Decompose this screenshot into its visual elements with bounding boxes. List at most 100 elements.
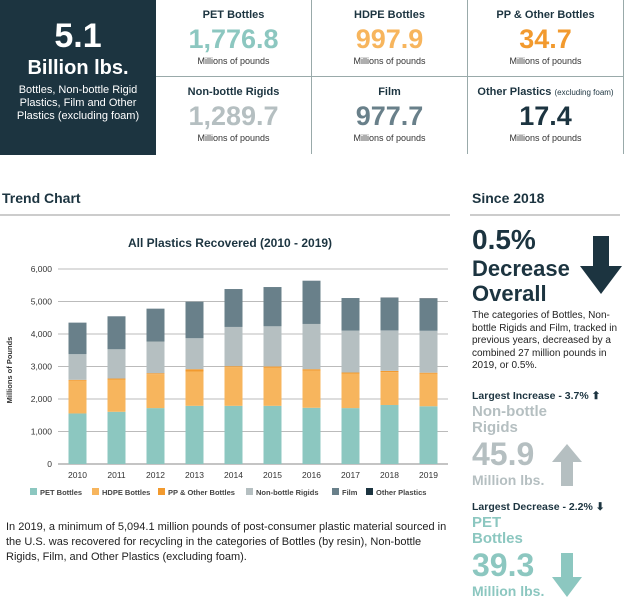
legend-label: Film — [342, 488, 358, 497]
increase-value: 45.9 — [472, 436, 535, 472]
bar-segment — [224, 405, 243, 464]
stacked-bar-chart: All Plastics Recovered (2010 - 2019) 0 1,0… — [5, 236, 448, 497]
summary-text: In 2019, a minimum of 5,094.1 million po… — [6, 521, 447, 563]
bar-segment — [380, 297, 399, 331]
small-up-arrow-icon: ⬆ — [591, 390, 601, 402]
x-tick-label: 2016 — [302, 470, 321, 480]
bar-segment — [419, 299, 438, 331]
stat-value: 997.9 — [355, 24, 424, 54]
stat-label: PP & Other Bottles — [496, 9, 595, 21]
bar-segment — [419, 330, 438, 373]
y-tick-label: 2,000 — [31, 394, 53, 404]
bar-segment — [419, 298, 438, 300]
y-tick-label: 3,000 — [31, 362, 53, 372]
change-scope: Overall — [472, 281, 547, 306]
bar-segment — [419, 406, 438, 464]
bar-segment — [380, 370, 399, 373]
stat-label: Film — [378, 86, 401, 98]
bar-segment — [68, 380, 87, 414]
stat-value: 34.7 — [519, 24, 572, 54]
decrease-label: Largest Decrease - 2.2% — [472, 501, 593, 513]
y-tick-label: 4,000 — [31, 329, 53, 339]
x-tick-label: 2010 — [68, 470, 87, 480]
bar-segment — [263, 405, 282, 464]
bar-segment — [341, 330, 360, 373]
legend-swatch — [246, 488, 253, 495]
legend-swatch — [158, 488, 165, 495]
x-tick-label: 2014 — [224, 470, 243, 480]
decrease-unit: Million lbs. — [472, 583, 545, 599]
legend-label: HDPE Bottles — [102, 488, 150, 497]
legend-label: Non-bottle Rigids — [256, 488, 319, 497]
bar-segment — [146, 341, 165, 374]
bar-segment — [302, 323, 321, 370]
y-tick-label: 5,000 — [31, 297, 53, 307]
bar-segment — [146, 373, 165, 375]
bar-segment — [185, 405, 204, 464]
bar-segment — [107, 411, 126, 464]
bar-segment — [146, 374, 165, 409]
x-tick-label: 2017 — [341, 470, 360, 480]
bar-segment — [68, 413, 87, 464]
legend-label: PET Bottles — [40, 488, 82, 497]
bar-segment — [146, 408, 165, 464]
legend-swatch — [332, 488, 339, 495]
bar-segment — [263, 326, 282, 367]
stat-card: PP & Other Bottles 34.7 Millions of poun… — [468, 0, 624, 77]
bar-segment — [68, 354, 87, 380]
total-unit: Billion lbs. — [27, 57, 129, 79]
trend-heading: Trend Chart — [2, 190, 81, 206]
down-arrow-icon — [580, 236, 622, 294]
stat-card: Film 977.7 Millions of pounds — [312, 77, 468, 154]
decrease-value: 39.3 — [472, 547, 535, 583]
stat-card: Other Plastics (excluding foam) 17.4 Mil… — [468, 77, 624, 154]
legend-label: PP & Other Bottles — [168, 488, 235, 497]
change-percent: 0.5% — [472, 224, 536, 255]
change-description: The categories of Bottles, Non-bottle Ri… — [472, 310, 618, 371]
x-tick-label: 2012 — [146, 470, 165, 480]
up-arrow-icon — [552, 444, 582, 486]
total-value: 5.1 — [54, 17, 102, 55]
stat-unit: Millions of pounds — [509, 133, 582, 143]
decrease-heading: Largest Decrease - 2.2% ⬇ — [472, 500, 624, 514]
bar-segment — [146, 308, 165, 342]
bar-segment — [224, 367, 243, 406]
bar-segment — [224, 326, 243, 367]
small-down-arrow-icon: ⬇ — [595, 501, 605, 513]
bar-segment — [302, 407, 321, 464]
increase-heading: Largest Increase - 3.7% ⬆ — [472, 389, 624, 403]
bar-segment — [419, 372, 438, 374]
bar-segment — [224, 366, 243, 368]
increase-category: Non-bottle Rigids — [472, 403, 547, 436]
since-heading: Since 2018 — [472, 190, 545, 206]
bar-segment — [185, 301, 204, 339]
stat-label: Non-bottle Rigids — [187, 86, 280, 98]
legend-swatch — [92, 488, 99, 495]
stat-unit: Millions of pounds — [353, 133, 426, 143]
stat-label: PET Bottles — [202, 9, 265, 21]
trend-header: Trend Chart — [0, 190, 450, 216]
bar-segment — [107, 379, 126, 412]
bar-segment — [380, 372, 399, 405]
x-tick-label: 2015 — [263, 470, 282, 480]
y-axis-label: Millions of Pounds — [5, 337, 14, 404]
bar-segment — [341, 408, 360, 464]
since-header: Since 2018 — [470, 190, 624, 216]
bar-segment — [302, 369, 321, 371]
bar-segment — [185, 338, 204, 370]
bar-segment — [341, 373, 360, 409]
bar-segment — [302, 370, 321, 408]
increase-unit: Million lbs. — [472, 472, 545, 488]
bar-segment — [380, 330, 399, 371]
legend-label: Other Plastics — [376, 488, 426, 497]
y-tick-label: 6,000 — [31, 264, 53, 274]
x-tick-label: 2019 — [419, 470, 438, 480]
increase-label: Largest Increase - 3.7% — [472, 390, 589, 402]
bar-segment — [380, 404, 399, 464]
bar-segment — [107, 316, 126, 350]
total-panel: 5.1 Billion lbs. Bottles, Non-bottle Rig… — [0, 0, 156, 155]
x-tick-label: 2013 — [185, 470, 204, 480]
x-tick-label: 2018 — [380, 470, 399, 480]
x-tick-label: 2011 — [107, 470, 126, 480]
stat-card: Non-bottle Rigids 1,289.7 Millions of po… — [156, 77, 312, 154]
